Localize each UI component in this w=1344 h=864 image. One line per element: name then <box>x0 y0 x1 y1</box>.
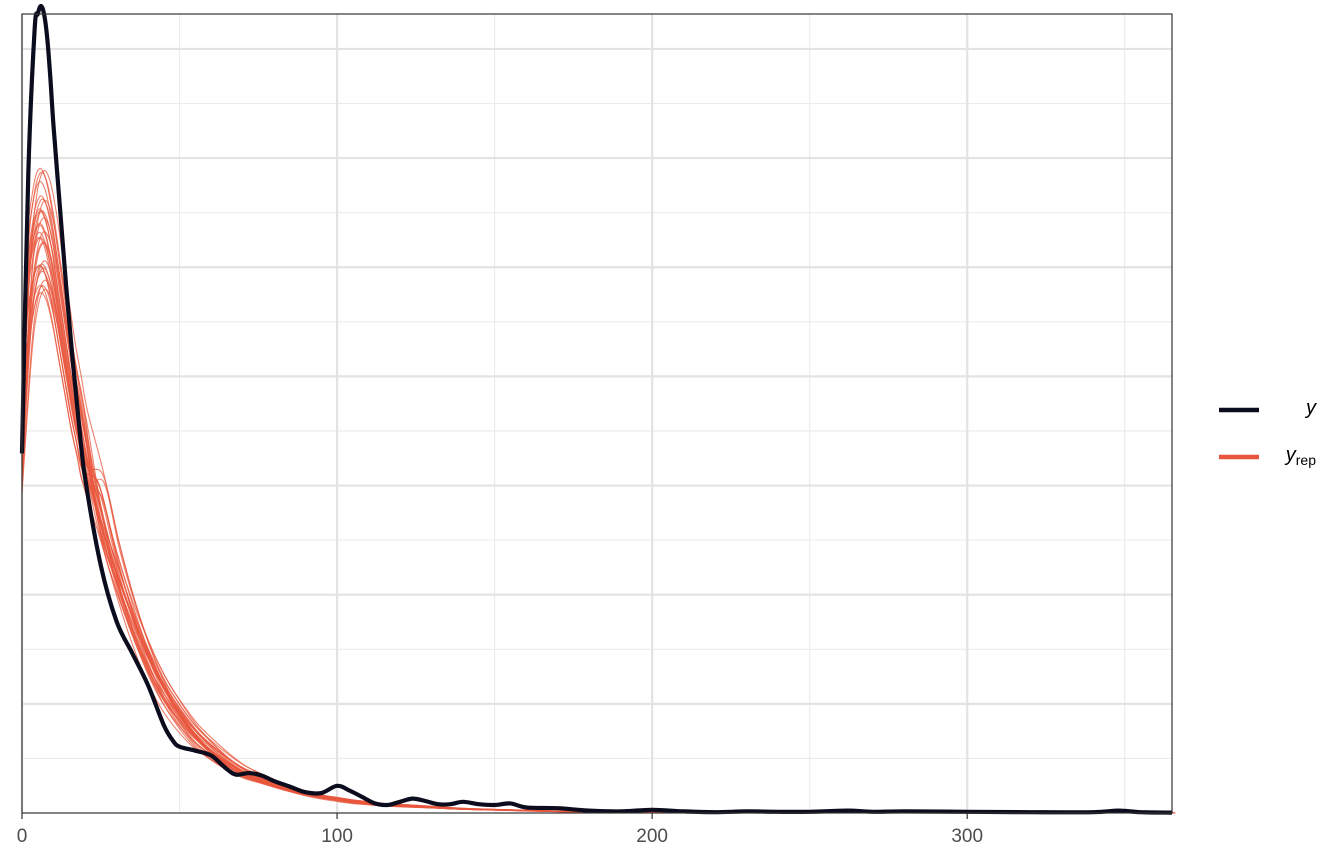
legend-label-y-main: y <box>1304 397 1317 419</box>
y-line <box>19 3 1173 815</box>
x-tick-label: 200 <box>636 826 668 847</box>
x-tick-label: 0 <box>17 826 28 847</box>
grid-minor <box>22 14 1172 813</box>
y-series-group <box>19 3 1173 815</box>
x-axis: 0 100 200 300 <box>17 813 983 847</box>
legend-label-yrep-subscript: rep <box>1296 452 1316 468</box>
legend-label-y: y <box>1304 397 1317 419</box>
legend-label-yrep: yrep <box>1284 444 1316 468</box>
legend-label-yrep-main: y <box>1284 444 1297 466</box>
x-tick-label: 300 <box>951 826 983 847</box>
x-tick-label: 100 <box>321 826 353 847</box>
panel-border <box>21 13 1173 814</box>
legend: y yrep <box>1219 397 1317 468</box>
